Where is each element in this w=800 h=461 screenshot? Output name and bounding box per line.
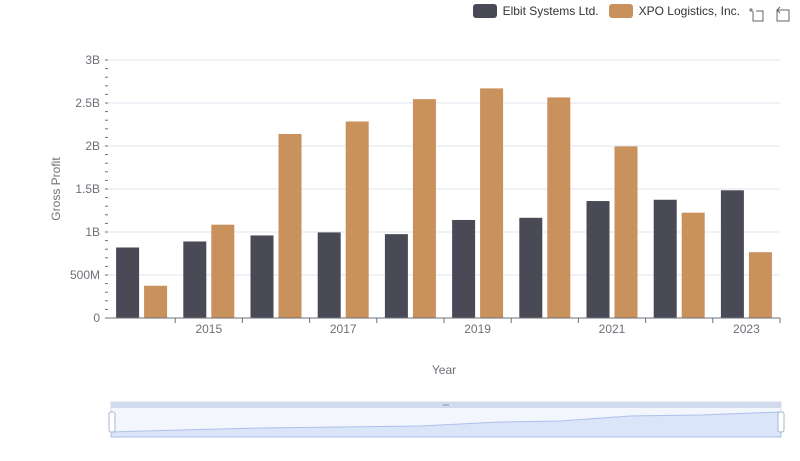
y-tick-label: 1.5B: [75, 182, 100, 196]
legend-swatch-elbit: [472, 4, 497, 18]
x-tick-label: 2019: [464, 322, 491, 336]
bar-xpo-2018[interactable]: [412, 99, 436, 318]
datazoom-right-handle[interactable]: [777, 411, 785, 433]
bar-elbit-2022[interactable]: [653, 199, 677, 318]
grid-lines: [108, 59, 780, 276]
y-tick-label: 2.5B: [75, 96, 100, 110]
x-axis-title: Year: [432, 363, 456, 377]
bar-elbit-2015[interactable]: [183, 241, 207, 318]
y-tick-label: 3B: [85, 53, 100, 67]
bar-xpo-2020[interactable]: [547, 97, 571, 318]
toolbox: [748, 6, 790, 22]
bar-elbit-2023[interactable]: [720, 190, 744, 318]
y-axis-title: Gross Profit: [49, 157, 63, 221]
datazoom-left-handle[interactable]: [108, 411, 116, 433]
y-axis-ticks: 0 500M 1B 1.5B 2B 2.5B 3B: [70, 53, 108, 325]
legend-label-xpo: XPO Logistics, Inc.: [638, 4, 740, 18]
bar-elbit-2019[interactable]: [452, 219, 476, 318]
bar-xpo-2017[interactable]: [345, 121, 369, 319]
zoom-icon[interactable]: [748, 6, 764, 22]
datazoom-slider[interactable]: [108, 401, 785, 438]
bar-xpo-2015[interactable]: [211, 224, 235, 318]
bar-elbit-2018[interactable]: [384, 234, 408, 318]
legend-label-elbit: Elbit Systems Ltd.: [502, 4, 599, 18]
bars: [116, 88, 772, 319]
x-tick-label: 2021: [599, 322, 626, 336]
bar-elbit-2014[interactable]: [116, 247, 140, 318]
bar-xpo-2023[interactable]: [748, 252, 772, 318]
datazoom-preview: [110, 411, 782, 438]
restore-icon[interactable]: [774, 6, 790, 22]
bar-elbit-2016[interactable]: [250, 235, 274, 318]
bar-xpo-2014[interactable]: [144, 285, 168, 318]
bar-xpo-2021[interactable]: [614, 146, 638, 318]
bar-xpo-2022[interactable]: [681, 212, 705, 318]
x-tick-label: 2023: [733, 322, 760, 336]
y-tick-label: 2B: [85, 139, 100, 153]
x-tick-label: 2017: [330, 322, 357, 336]
bar-xpo-2016[interactable]: [278, 133, 302, 318]
legend-item-elbit[interactable]: Elbit Systems Ltd.: [472, 4, 599, 18]
bar-elbit-2020[interactable]: [519, 217, 543, 318]
legend-swatch-xpo: [608, 4, 633, 18]
bar-xpo-2019[interactable]: [480, 88, 504, 318]
x-tick-label: 2015: [195, 322, 222, 336]
bar-elbit-2017[interactable]: [317, 232, 341, 318]
legend-item-xpo[interactable]: XPO Logistics, Inc.: [608, 4, 740, 18]
legend: Elbit Systems Ltd. XPO Logistics, Inc.: [472, 4, 740, 18]
y-tick-label: 500M: [70, 268, 100, 282]
y-tick-label: 1B: [85, 225, 100, 239]
bar-elbit-2021[interactable]: [586, 201, 610, 318]
y-tick-label: 0: [93, 311, 100, 325]
x-axis-ticks: 2015 2017 2019 2021 2023: [174, 318, 781, 336]
